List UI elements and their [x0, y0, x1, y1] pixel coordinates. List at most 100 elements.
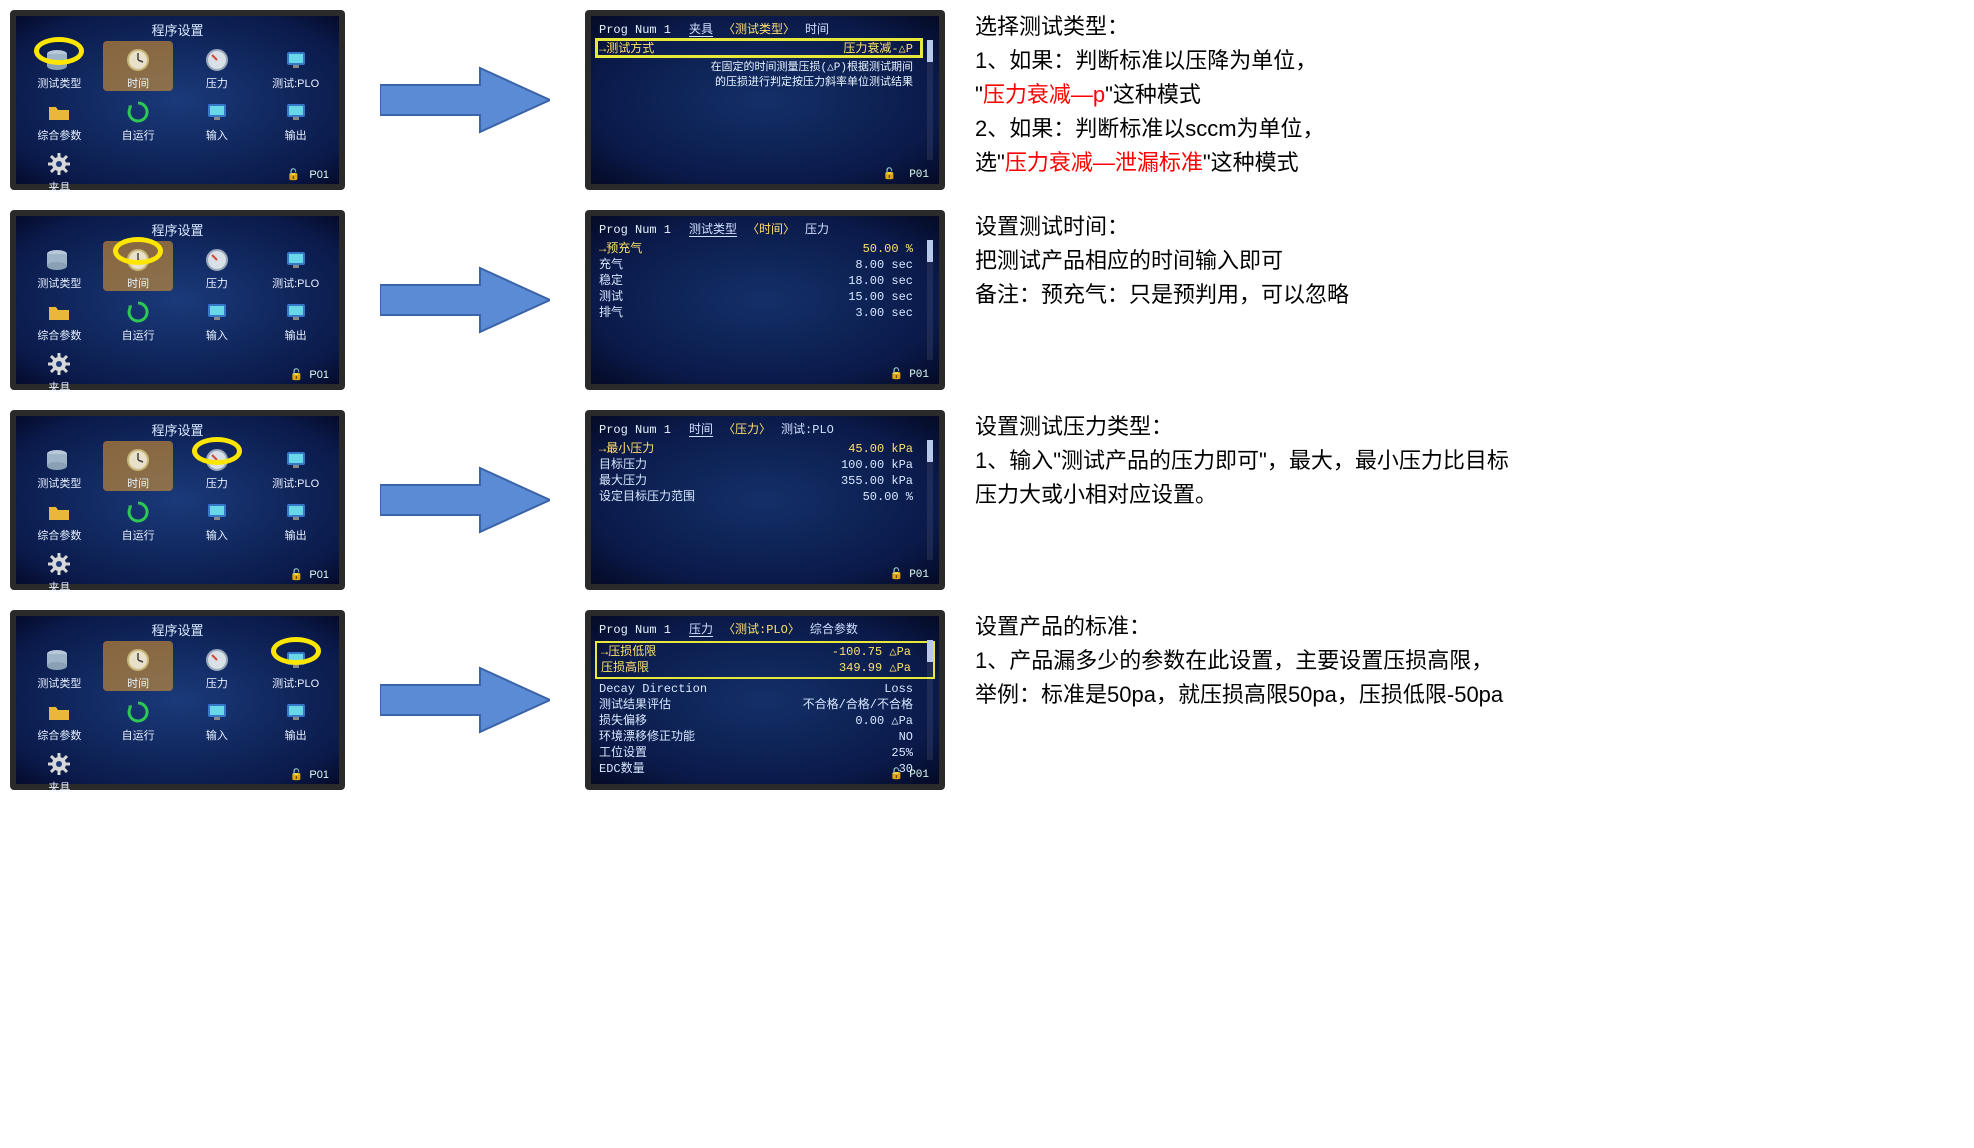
icon-output[interactable]: 输出 — [261, 693, 331, 743]
data-line[interactable]: 设定目标压力范围50.00 % — [599, 489, 931, 505]
data-line[interactable]: 充气8.00 sec — [599, 257, 931, 273]
icon-test-type[interactable]: 测试类型 — [24, 441, 94, 491]
data-line[interactable]: →压损低限-100.75 △Pa — [601, 644, 929, 660]
cycle-icon — [126, 97, 150, 127]
value: 8.00 sec — [855, 257, 913, 273]
data-line[interactable]: →测试方式 压力衰减-△P — [599, 41, 931, 57]
icon-combo[interactable]: 综合参数 — [24, 693, 94, 743]
icon-test-plo[interactable]: 测试:PLO — [261, 241, 331, 291]
tab[interactable]: 压力 — [805, 220, 829, 237]
icon-time[interactable]: 时间 — [103, 441, 173, 491]
icon-autorun[interactable]: 自运行 — [103, 293, 173, 343]
gear-icon — [47, 349, 71, 379]
data-line[interactable]: Decay DirectionLoss — [599, 681, 931, 697]
tab-active[interactable]: 〈时间〉 — [747, 220, 795, 237]
icon-test-plo[interactable]: 测试:PLO — [261, 41, 331, 91]
icon-input[interactable]: 输入 — [182, 693, 252, 743]
data-line[interactable]: →最小压力45.00 kPa — [599, 441, 931, 457]
scroll-thumb[interactable] — [927, 640, 933, 662]
icon-output[interactable]: 输出 — [261, 93, 331, 143]
data-line[interactable]: 排气3.00 sec — [599, 305, 931, 321]
icon-input[interactable]: 输入 — [182, 493, 252, 543]
icon-test-type[interactable]: 测试类型 — [24, 41, 94, 91]
icon-test-plo[interactable]: 测试:PLO — [261, 641, 331, 691]
key: 目标压力 — [599, 457, 647, 473]
icon-time[interactable]: 时间 — [103, 241, 173, 291]
data-line[interactable]: →预充气50.00 % — [599, 241, 931, 257]
icon-combo[interactable]: 综合参数 — [24, 93, 94, 143]
scrollbar[interactable] — [927, 40, 933, 160]
icon-label: 综合参数 — [37, 727, 81, 743]
t-red: 压力衰减—p — [983, 82, 1105, 107]
data-line[interactable]: 目标压力100.00 kPa — [599, 457, 931, 473]
footer: 🔓 P01 — [287, 168, 329, 181]
icon-pressure[interactable]: 压力 — [182, 41, 252, 91]
key: 稳定 — [599, 273, 623, 289]
data-line[interactable]: 测试15.00 sec — [599, 289, 931, 305]
icon-autorun[interactable]: 自运行 — [103, 93, 173, 143]
icon-grid: 测试类型 时间 压力 测试:PLO 综合参数 自运行 输入 输出 夹具 — [22, 241, 333, 395]
data-line[interactable]: 损失偏移0.00 △Pa — [599, 713, 931, 729]
tab[interactable]: 夹具 — [689, 20, 713, 37]
scrollbar[interactable] — [927, 640, 933, 760]
data-block: →测试方式 压力衰减-△P — [599, 41, 931, 57]
footer-prog: P01 — [309, 769, 329, 781]
key: →压损低限 — [601, 644, 656, 660]
key: 损失偏移 — [599, 713, 647, 729]
icon-output[interactable]: 输出 — [261, 493, 331, 543]
data-line[interactable]: 测试结果评估不合格/合格/不合格 — [599, 697, 931, 713]
icon-autorun[interactable]: 自运行 — [103, 693, 173, 743]
tab-active[interactable]: 〈压力〉 — [723, 420, 771, 437]
icon-input[interactable]: 输入 — [182, 293, 252, 343]
icon-combo[interactable]: 综合参数 — [24, 493, 94, 543]
icon-label: 输出 — [285, 527, 307, 543]
arrow-right-icon — [380, 63, 550, 137]
icon-label: 输出 — [285, 127, 307, 143]
desc-line: 备注：预充气：只是预判用，可以忽略 — [975, 278, 1349, 312]
icon-fixture[interactable]: 夹具 — [24, 545, 94, 595]
icon-input[interactable]: 输入 — [182, 93, 252, 143]
key: 压损高限 — [601, 660, 649, 676]
icon-fixture[interactable]: 夹具 — [24, 345, 94, 395]
tab[interactable]: 测试类型 — [689, 220, 737, 237]
icon-label: 自运行 — [122, 527, 155, 543]
icon-test-type[interactable]: 测试类型 — [24, 241, 94, 291]
tab-active[interactable]: 〈测试类型〉 — [723, 20, 795, 37]
scroll-thumb[interactable] — [927, 240, 933, 262]
icon-fixture[interactable]: 夹具 — [24, 145, 94, 195]
arrow — [375, 10, 555, 190]
key: 设定目标压力范围 — [599, 489, 695, 505]
icon-label: 压力 — [206, 275, 228, 291]
icon-output[interactable]: 输出 — [261, 293, 331, 343]
data-line[interactable]: 最大压力355.00 kPa — [599, 473, 931, 489]
icon-test-type[interactable]: 测试类型 — [24, 641, 94, 691]
tab[interactable]: 时间 — [689, 420, 713, 437]
data-line[interactable]: 工位设置25% — [599, 745, 931, 761]
tab[interactable]: 测试:PLO — [781, 420, 834, 437]
tab-active[interactable]: 〈测试:PLO〉 — [723, 620, 800, 637]
icon-combo[interactable]: 综合参数 — [24, 293, 94, 343]
scrollbar[interactable] — [927, 440, 933, 560]
data-line[interactable]: 稳定18.00 sec — [599, 273, 931, 289]
scroll-thumb[interactable] — [927, 40, 933, 62]
tab[interactable]: 时间 — [805, 20, 829, 37]
data-line[interactable]: 压损高限349.99 △Pa — [601, 660, 929, 676]
scrollbar[interactable] — [927, 240, 933, 360]
tab[interactable]: 压力 — [689, 620, 713, 637]
t: " — [975, 82, 983, 107]
data-line[interactable]: EDC数量30 — [599, 761, 931, 777]
icon-label: 输入 — [206, 127, 228, 143]
icon-fixture[interactable]: 夹具 — [24, 745, 94, 795]
icon-pressure[interactable]: 压力 — [182, 241, 252, 291]
tab[interactable]: 综合参数 — [810, 620, 858, 637]
icon-autorun[interactable]: 自运行 — [103, 493, 173, 543]
icon-pressure[interactable]: 压力 — [182, 441, 252, 491]
monitor-icon — [205, 497, 229, 527]
data-line[interactable]: 环境漂移修正功能NO — [599, 729, 931, 745]
arrow-right-icon — [380, 263, 550, 337]
icon-time[interactable]: 时间 — [103, 641, 173, 691]
scroll-thumb[interactable] — [927, 440, 933, 462]
icon-pressure[interactable]: 压力 — [182, 641, 252, 691]
icon-test-plo[interactable]: 测试:PLO — [261, 441, 331, 491]
icon-time[interactable]: 时间 — [103, 41, 173, 91]
